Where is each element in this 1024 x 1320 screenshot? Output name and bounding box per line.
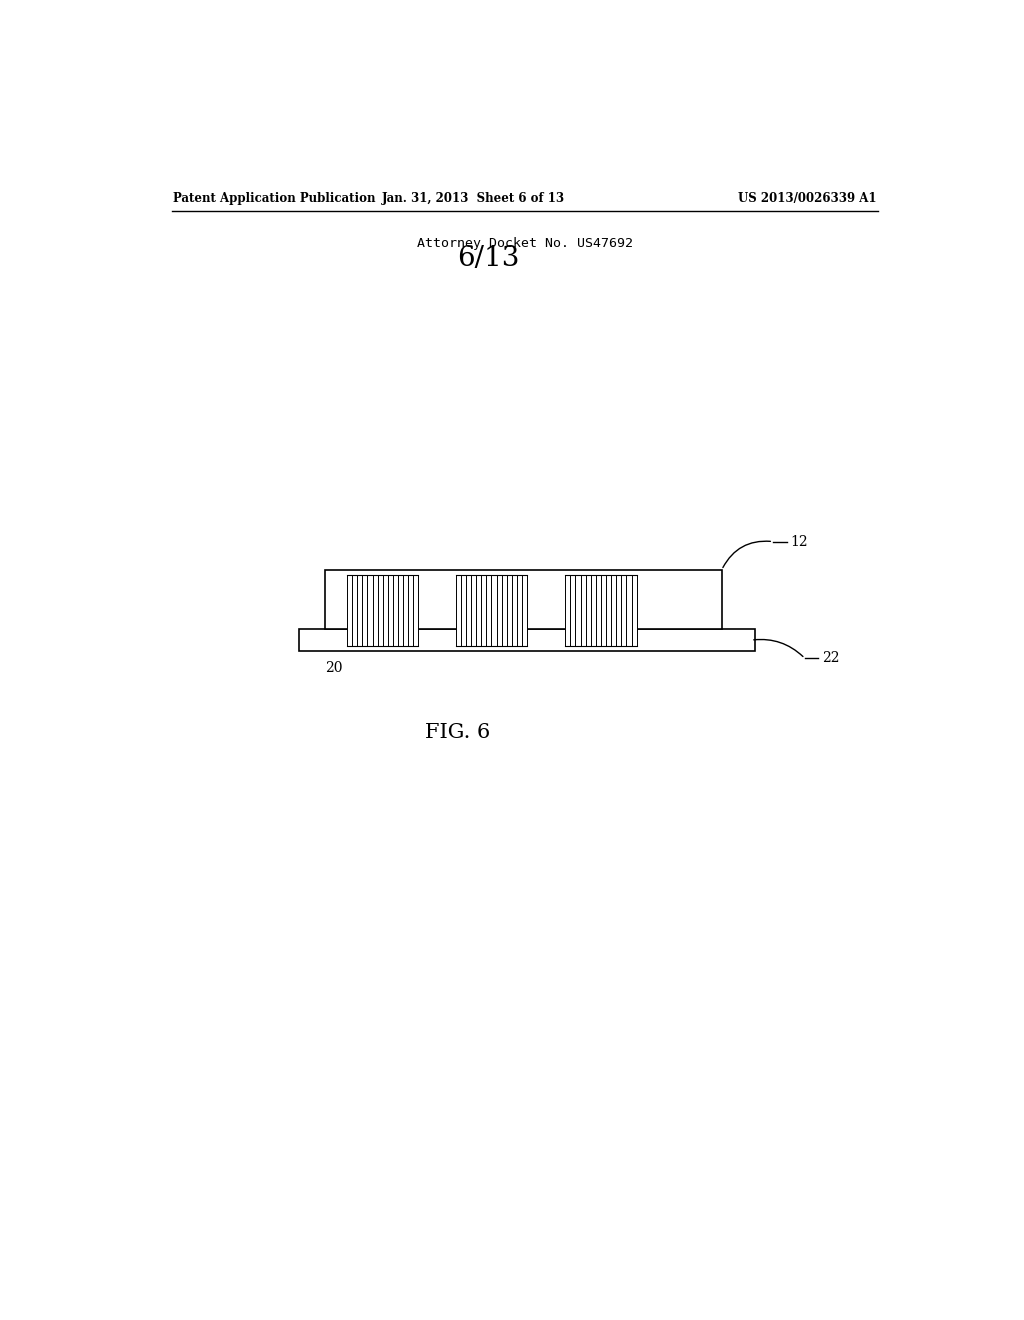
Bar [347,576,419,647]
Bar [565,576,637,647]
Text: 22: 22 [821,652,839,665]
Text: FIG. 6: FIG. 6 [425,723,489,742]
Text: US 2013/0026339 A1: US 2013/0026339 A1 [738,193,877,205]
Bar [299,630,755,651]
Text: Jan. 31, 2013  Sheet 6 of 13: Jan. 31, 2013 Sheet 6 of 13 [382,193,565,205]
Text: 20: 20 [325,660,342,675]
Text: Attorney Docket No. US47692: Attorney Docket No. US47692 [417,236,633,249]
Text: 6/13: 6/13 [458,246,520,272]
Text: Patent Application Publication: Patent Application Publication [173,193,376,205]
Bar [456,576,527,647]
Text: 12: 12 [790,535,808,549]
Bar [325,570,722,630]
